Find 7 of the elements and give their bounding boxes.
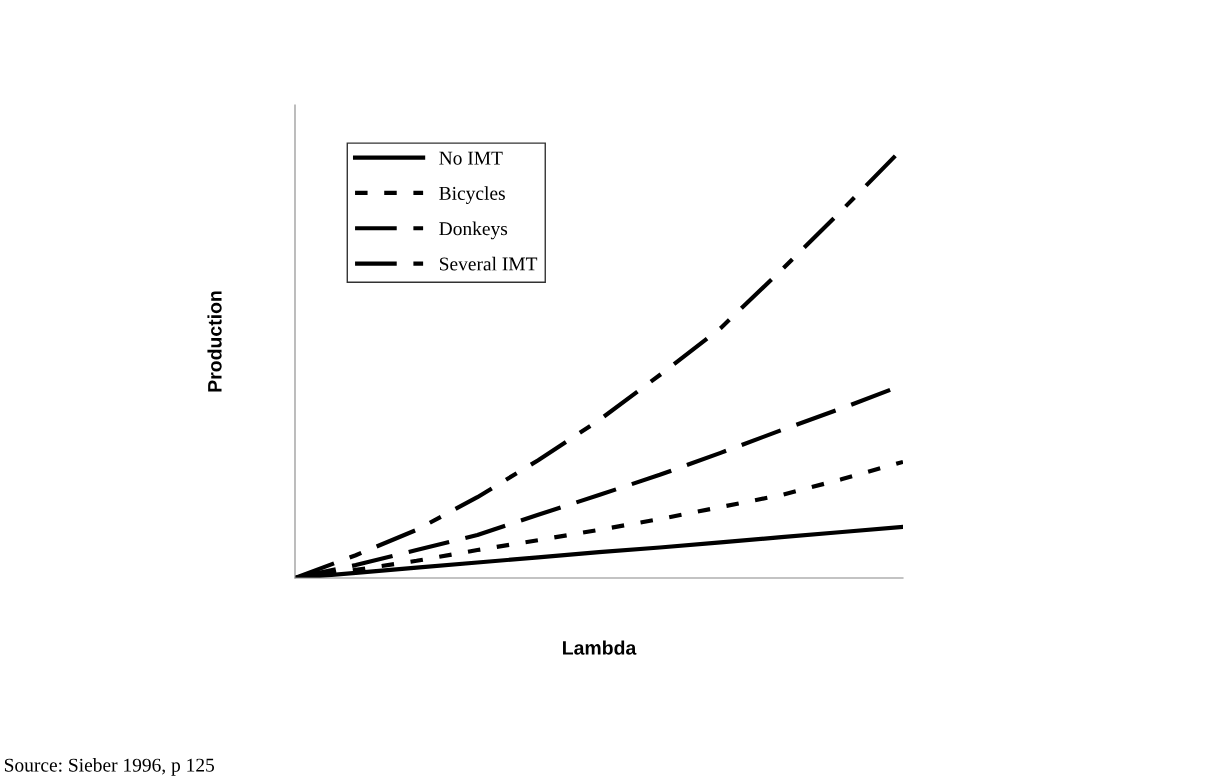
source-note: Source: Sieber 1996, p 125 bbox=[4, 758, 215, 776]
legend-label: Donkeys bbox=[439, 221, 508, 240]
y-axis-title: Production bbox=[207, 291, 222, 392]
x-axis-title: Lambda bbox=[563, 640, 637, 655]
legend-label: No IMT bbox=[439, 151, 503, 165]
legend-label: Several IMT bbox=[439, 256, 538, 271]
legend-label: Bicycles bbox=[439, 186, 505, 204]
